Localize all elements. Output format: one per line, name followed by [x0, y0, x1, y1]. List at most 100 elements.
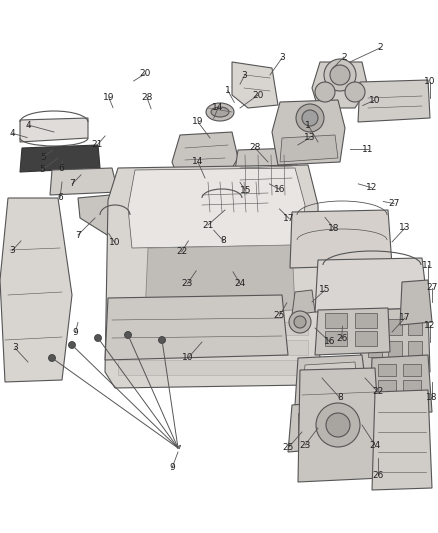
- Text: 4: 4: [10, 129, 15, 138]
- Polygon shape: [372, 390, 432, 490]
- Bar: [378, 380, 396, 392]
- Circle shape: [330, 65, 350, 85]
- Text: 26: 26: [336, 334, 347, 343]
- Polygon shape: [292, 290, 315, 315]
- Text: 8: 8: [220, 237, 226, 245]
- Text: 21: 21: [92, 141, 103, 149]
- Bar: [368, 341, 382, 357]
- Polygon shape: [232, 62, 278, 108]
- Text: 14: 14: [212, 103, 224, 112]
- Bar: [325, 331, 347, 346]
- Circle shape: [95, 335, 102, 342]
- Polygon shape: [315, 258, 428, 312]
- Circle shape: [316, 403, 360, 447]
- Text: 9: 9: [169, 464, 175, 472]
- Circle shape: [315, 82, 335, 102]
- Polygon shape: [280, 135, 338, 162]
- Text: 11: 11: [362, 145, 374, 154]
- Circle shape: [326, 413, 350, 437]
- Text: 28: 28: [141, 93, 152, 101]
- Text: 23: 23: [182, 279, 193, 288]
- Text: 15: 15: [240, 186, 251, 195]
- Bar: [403, 396, 421, 408]
- Text: 5: 5: [40, 153, 46, 161]
- Polygon shape: [232, 148, 298, 200]
- Text: 1: 1: [305, 120, 311, 130]
- Polygon shape: [50, 168, 118, 195]
- Text: 3: 3: [279, 53, 285, 62]
- Polygon shape: [0, 198, 72, 382]
- Polygon shape: [272, 100, 345, 165]
- Text: 3: 3: [12, 343, 18, 352]
- Text: 14: 14: [192, 157, 204, 166]
- Polygon shape: [172, 132, 238, 178]
- Polygon shape: [360, 308, 430, 375]
- Polygon shape: [202, 195, 248, 222]
- Text: 19: 19: [192, 117, 204, 126]
- Text: 27: 27: [426, 284, 438, 293]
- Text: 5: 5: [39, 166, 45, 174]
- Circle shape: [124, 332, 131, 338]
- Text: 21: 21: [202, 221, 214, 230]
- Polygon shape: [128, 168, 305, 248]
- Polygon shape: [298, 368, 382, 482]
- Polygon shape: [145, 245, 295, 315]
- Text: 22: 22: [372, 387, 384, 397]
- Circle shape: [68, 342, 75, 349]
- Text: 3: 3: [241, 71, 247, 80]
- Circle shape: [294, 316, 306, 328]
- Text: 12: 12: [424, 320, 436, 329]
- Bar: [388, 319, 402, 335]
- Text: 27: 27: [389, 199, 400, 208]
- Polygon shape: [105, 295, 288, 360]
- Text: 9: 9: [72, 328, 78, 337]
- Bar: [355, 331, 377, 346]
- Text: 25: 25: [274, 311, 285, 320]
- Polygon shape: [315, 308, 390, 355]
- Text: 2: 2: [377, 44, 383, 52]
- Text: 20: 20: [252, 91, 264, 100]
- Polygon shape: [288, 402, 338, 452]
- Circle shape: [49, 354, 56, 361]
- Polygon shape: [198, 175, 272, 218]
- Polygon shape: [335, 400, 388, 452]
- Circle shape: [324, 59, 356, 91]
- Text: 18: 18: [328, 224, 339, 232]
- Bar: [362, 413, 376, 445]
- Polygon shape: [290, 210, 392, 268]
- Text: 10: 10: [369, 96, 380, 104]
- Text: 3: 3: [9, 246, 15, 255]
- Bar: [355, 313, 377, 328]
- Bar: [408, 319, 422, 335]
- Circle shape: [159, 336, 166, 343]
- Bar: [344, 413, 358, 445]
- Polygon shape: [20, 118, 88, 142]
- Text: 16: 16: [274, 185, 285, 193]
- Bar: [325, 313, 347, 328]
- Polygon shape: [358, 80, 430, 122]
- Text: 25: 25: [283, 443, 294, 453]
- Text: 19: 19: [103, 93, 114, 101]
- Bar: [316, 413, 330, 445]
- Text: 26: 26: [372, 471, 384, 480]
- Bar: [388, 341, 402, 357]
- Polygon shape: [370, 355, 432, 415]
- Text: 13: 13: [304, 133, 316, 142]
- Text: 2: 2: [341, 53, 346, 61]
- Bar: [368, 319, 382, 335]
- Text: 28: 28: [249, 143, 261, 152]
- Bar: [408, 341, 422, 357]
- Text: 4: 4: [25, 120, 31, 130]
- Circle shape: [345, 82, 365, 102]
- Text: 11: 11: [422, 261, 434, 270]
- Circle shape: [302, 110, 318, 126]
- Text: 8: 8: [337, 393, 343, 402]
- Text: 23: 23: [299, 440, 311, 449]
- Ellipse shape: [206, 103, 234, 121]
- Text: 24: 24: [369, 440, 381, 449]
- Text: 10: 10: [182, 353, 194, 362]
- Text: 17: 17: [399, 313, 411, 322]
- Text: 20: 20: [140, 69, 151, 78]
- Bar: [403, 380, 421, 392]
- Polygon shape: [118, 360, 308, 375]
